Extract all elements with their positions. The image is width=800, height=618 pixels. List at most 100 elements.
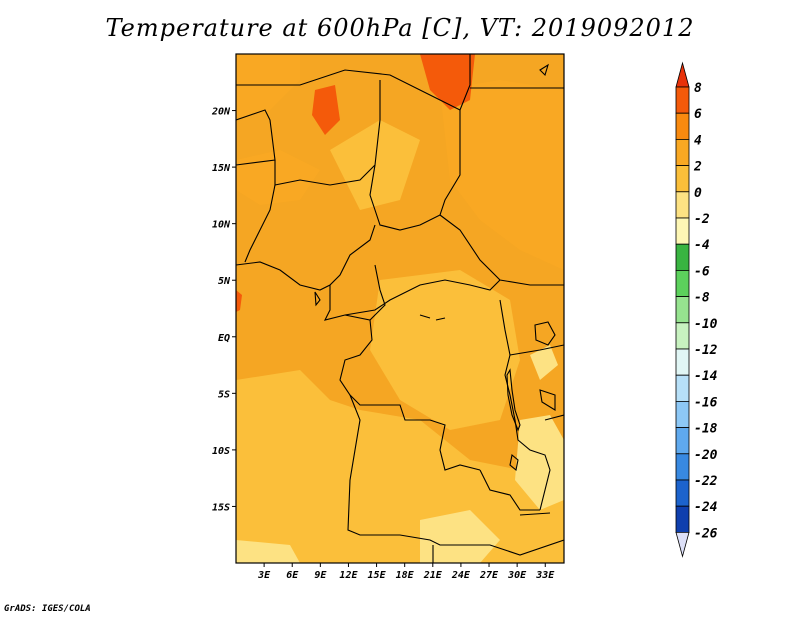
figure-title: Temperature at 600hPa [C], VT: 201909201… [105, 14, 695, 42]
latitude-axis: 20N 15N 10N 5N EQ 5S 10S 15S [211, 107, 236, 513]
colorbar-swatch [675, 348, 690, 376]
country-borders [236, 54, 564, 563]
lon-tick-label: 24E [451, 570, 471, 581]
colorbar-top-arrow [675, 61, 690, 88]
lake-outline [509, 453, 519, 472]
map-frame [235, 53, 565, 564]
colorbar-level-label: -2 [694, 212, 710, 227]
colorbar-swatch [675, 191, 690, 219]
coast-island [314, 291, 321, 307]
field-patch [515, 415, 564, 510]
colorbar-level-label: -20 [694, 448, 718, 463]
colorbar-level-label: 2 [693, 160, 702, 175]
border-line [274, 80, 381, 186]
border-line [439, 214, 564, 286]
colorbar-swatch [675, 296, 690, 324]
lat-tick-label: 5N [218, 276, 231, 287]
lon-tick-label: 12E [339, 570, 358, 581]
lake-outline [534, 321, 556, 346]
colorbar-level-label: -6 [694, 264, 710, 279]
colorbar-level-label: -22 [694, 474, 718, 489]
border-line [236, 224, 376, 291]
field-patch [236, 290, 242, 312]
lon-tick-label: 6E [286, 570, 299, 581]
lon-tick-label: 18E [396, 570, 415, 581]
colorbar-swatch [675, 322, 690, 350]
lon-tick-label: 21E [423, 570, 443, 581]
border-line [236, 109, 276, 166]
colorbar-swatch [675, 400, 690, 428]
colorbar-swatch [675, 269, 690, 297]
field-patch [236, 54, 300, 120]
lon-tick-label: 33E [535, 570, 555, 581]
field-patch [370, 270, 520, 430]
colorbar-swatch [675, 505, 690, 533]
colorbar-level-label: 0 [694, 186, 702, 201]
colorbar-level-label: -24 [694, 500, 718, 515]
colorbar-swatch [675, 479, 690, 507]
field-patch [440, 80, 564, 270]
colorbar-level-label: -8 [694, 291, 710, 306]
colorbar-level-label: -26 [694, 526, 718, 541]
colorbar-level-label: -14 [694, 369, 718, 384]
field-patch [420, 54, 475, 110]
colorbar-bottom-arrow [675, 532, 690, 558]
field-patch [420, 510, 500, 563]
colorbar-swatch [675, 243, 690, 271]
lat-tick-label: EQ [218, 333, 230, 344]
field-patch [530, 345, 558, 380]
grads-credit: GrADS: IGES/COLA [4, 604, 91, 614]
border-line [323, 279, 501, 321]
lat-tick-label: 5S [218, 389, 230, 400]
field-patch [236, 370, 564, 563]
colorbar-swatch [675, 112, 690, 140]
colorbar-swatch [675, 427, 690, 455]
lat-tick-label: 20N [211, 107, 231, 118]
border-line [344, 264, 386, 321]
lake-outline [539, 389, 556, 411]
border-line [347, 394, 564, 556]
border-line [244, 184, 276, 263]
colorbar-level-label: -12 [694, 343, 718, 358]
colorbar-swatch [675, 453, 690, 481]
border-line [479, 469, 540, 511]
colorbar-level-label: -18 [694, 422, 718, 437]
border-line [519, 512, 551, 516]
colorbar-level-label: -16 [694, 395, 718, 410]
lake-outline [506, 368, 521, 432]
colorbar-swatch [675, 86, 690, 114]
longitude-axis: 3E 6E 9E 12E 15E 18E 21E 24E 27E 30E 33E [257, 563, 555, 581]
colorbar-level-label: -4 [694, 238, 710, 253]
colorbar-swatch [675, 165, 690, 193]
field-patch [236, 150, 320, 205]
colorbar-swatch [675, 138, 690, 166]
field-patch [236, 540, 300, 563]
border-line [236, 54, 471, 111]
colorbar-level-label: 4 [694, 133, 702, 148]
colorbar-swatch [675, 374, 690, 402]
lat-tick-label: 15N [212, 163, 231, 174]
lon-tick-label: 3E [257, 570, 271, 581]
colorbar-swatch [675, 217, 690, 245]
river-line [419, 314, 446, 321]
border-line [509, 344, 564, 356]
temperature-field [236, 54, 564, 563]
lon-tick-label: 27E [479, 570, 499, 581]
colorbar-level-label: -10 [694, 317, 718, 332]
colorbar: 8 6 4 2 0 -2 -4 -6 -8 -10 -12 -14 -16 -18 -20 -22 -24 -26 [675, 61, 718, 558]
border-line [499, 299, 551, 511]
border-line [544, 414, 564, 421]
lon-tick-label: 15E [368, 570, 387, 581]
lat-tick-label: 10S [212, 446, 230, 457]
colorbar-level-label: 6 [694, 107, 702, 122]
lat-tick-label: 15S [212, 502, 230, 513]
border-line [369, 110, 461, 231]
field-patch [312, 85, 340, 135]
colorbar-level-label: 8 [694, 81, 702, 96]
lat-tick-label: 10N [212, 220, 231, 231]
lon-tick-label: 30E [507, 570, 527, 581]
border-line [339, 319, 481, 471]
lon-tick-label: 9E [314, 570, 327, 581]
